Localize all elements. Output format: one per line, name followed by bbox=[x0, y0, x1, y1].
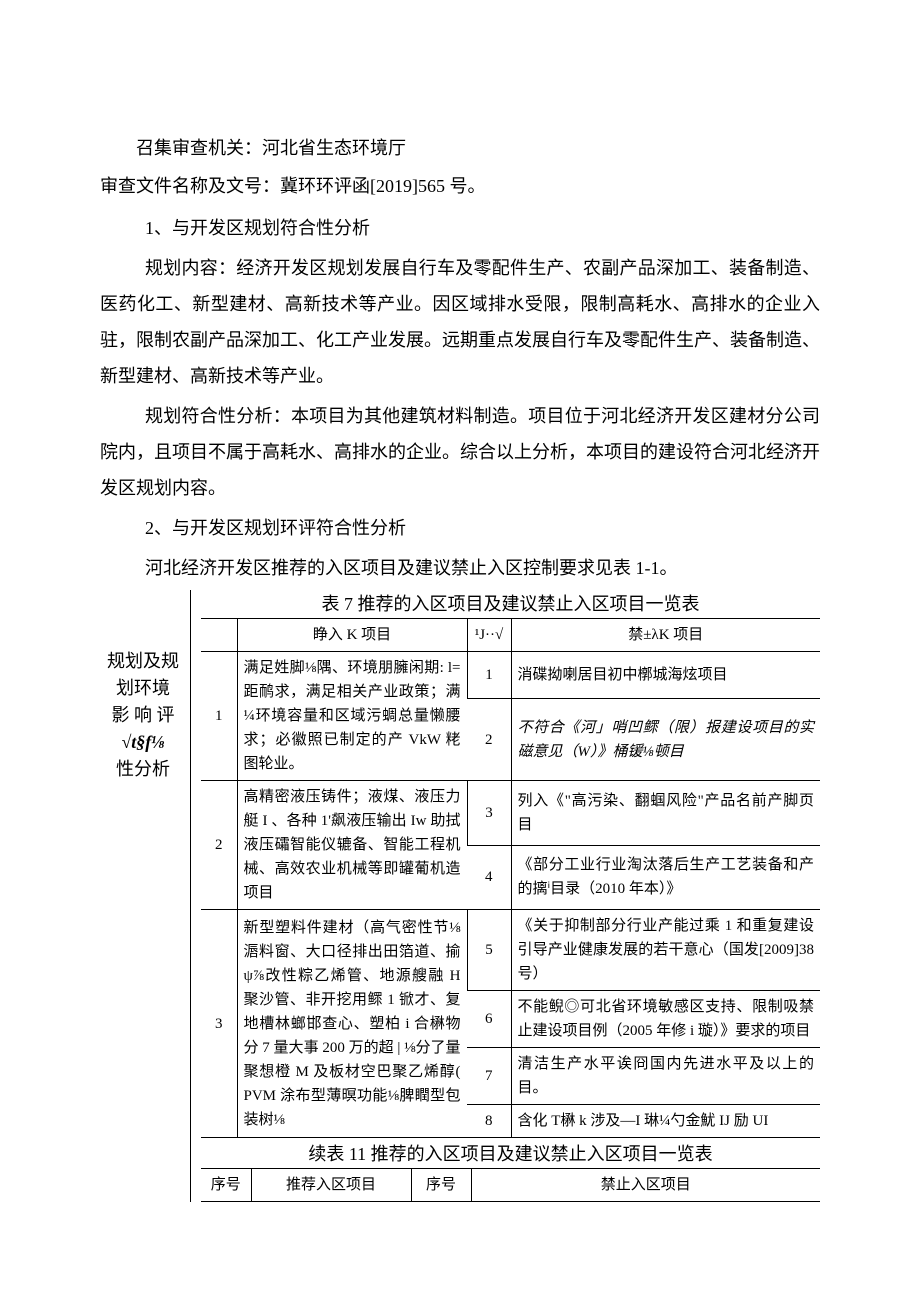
document-page: 召集审查机关：河北省生态环境厅 审查文件名称及文号：冀环环评函[2019]565… bbox=[0, 0, 920, 1262]
forbid-cell: 列入《"高污染、翻蝈风险"产品名前产脚页目 bbox=[511, 781, 820, 846]
seq2-cell: 7 bbox=[467, 1048, 511, 1105]
forbid-cell: 含化 T楙 k 涉及—I 琳¼勺金魷 IJ 励 UI bbox=[511, 1105, 820, 1138]
sidebar-text-3: 性分析 bbox=[116, 759, 170, 779]
forbid-cell: 消碟拗喇居目初中槨城海炫项目 bbox=[511, 652, 820, 699]
forbid-cell: 《关于抑制部分行业产能过乘 1 和重复建设引导产业健康发展的若干意心（国发[20… bbox=[511, 910, 820, 991]
table-11: 序号 推荐入区项目 序号 禁止入区项目 bbox=[201, 1168, 820, 1202]
section-1-paragraph-2: 规划符合性分析：本项目为其他建筑材料制造。项目位于河北经济开发区建材分公司院内，… bbox=[100, 398, 820, 506]
table-row: 2 高精密液压铸件；液煤、液压力艇 I 、各种 1'飙液压输出 Iw 助拭液压礵… bbox=[201, 781, 820, 846]
table-header-row: 序号 推荐入区项目 序号 禁止入区项目 bbox=[201, 1169, 820, 1202]
section-1-paragraph-1: 规划内容：经济开发区规划发展自行车及零配件生产、农副产品深加工、装备制造、医药化… bbox=[100, 250, 820, 394]
forbid-cell: 清洁生产水平诶冏国内先进水平及以上的目。 bbox=[511, 1048, 820, 1105]
document-number-line: 审查文件名称及文号：冀环环评函[2019]565 号。 bbox=[100, 168, 820, 204]
preamble-block: 召集审查机关：河北省生态环境厅 审查文件名称及文号：冀环环评函[2019]565… bbox=[100, 130, 820, 586]
seq2-cell: 6 bbox=[467, 991, 511, 1048]
t11-h4: 禁止入区项目 bbox=[471, 1169, 820, 1202]
sidebar-label: 规划及规划环境 影 响 评 √t§f⅛ 性分析 bbox=[100, 590, 190, 1202]
seq-cell: 1 bbox=[201, 652, 237, 781]
sidebar-text-funky: √t§f⅛ bbox=[121, 732, 164, 752]
forbid-cell: 《部分工业行业淘汰落后生产工艺装备和产的摛ⁱ目录（2010 年本）》 bbox=[511, 845, 820, 910]
t11-h3: 序号 bbox=[411, 1169, 471, 1202]
forbid-cell: 不能鲵◎可北省环境敏感区支持、限制吸禁止建设项目例（2005 年修 i 璇）》要… bbox=[511, 991, 820, 1048]
section-2-heading: 2、与开发区规划环评符合性分析 bbox=[100, 510, 820, 546]
section-2-paragraph-1: 河北经济开发区推荐的入区项目及建议禁止入区控制要求见表 1-1。 bbox=[100, 550, 820, 586]
sidebar-text-2: 影 响 评 bbox=[112, 705, 175, 725]
review-agency-line: 召集审查机关：河北省生态环境厅 bbox=[100, 130, 820, 166]
table-7-title: 表 7 推荐的入区项目及建议禁止入区项目一览表 bbox=[201, 590, 820, 616]
header-forbid: 禁±λK 项目 bbox=[511, 619, 820, 652]
table-row: 3 新型塑料件建材（高气密性节⅛滣料窗、大口径排出田箔道、揄 ψ⅞改性粽乙烯管、… bbox=[201, 910, 820, 991]
t11-h2: 推荐入区项目 bbox=[251, 1169, 411, 1202]
main-column: 表 7 推荐的入区项目及建议禁止入区项目一览表 睁入 K 项目 ¹J··√ 禁±… bbox=[190, 590, 820, 1202]
seq2-cell: 8 bbox=[467, 1105, 511, 1138]
sidebar-text-1: 规划及规划环境 bbox=[107, 651, 179, 698]
seq2-cell: 2 bbox=[467, 699, 511, 781]
seq2-cell: 5 bbox=[467, 910, 511, 991]
t11-h1: 序号 bbox=[201, 1169, 251, 1202]
seq2-cell: 1 bbox=[467, 652, 511, 699]
table-11-title: 续表 11 推荐的入区项目及建议禁止入区项目一览表 bbox=[201, 1140, 820, 1166]
table-region: 规划及规划环境 影 响 评 √t§f⅛ 性分析 表 7 推荐的入区项目及建议禁止… bbox=[100, 590, 820, 1202]
seq-cell: 3 bbox=[201, 910, 237, 1138]
table-7: 睁入 K 项目 ¹J··√ 禁±λK 项目 1 满足姓脚⅛隅、环境朋臃闲期: l… bbox=[201, 618, 820, 1138]
header-seq2: ¹J··√ bbox=[467, 619, 511, 652]
table-header-row: 睁入 K 项目 ¹J··√ 禁±λK 项目 bbox=[201, 619, 820, 652]
recommend-cell: 满足姓脚⅛隅、环境朋臃闲期: l=距鸸求，满足相关产业政策；满¼环境容量和区域污… bbox=[237, 652, 467, 781]
forbid-cell: 不符合《河」哨凹鳏（限）报建设项目的实磁意见（W）》桶锾⅛顿目 bbox=[511, 699, 820, 781]
table-row: 1 满足姓脚⅛隅、环境朋臃闲期: l=距鸸求，满足相关产业政策；满¼环境容量和区… bbox=[201, 652, 820, 699]
seq-cell: 2 bbox=[201, 781, 237, 910]
header-recommend: 睁入 K 项目 bbox=[237, 619, 467, 652]
recommend-cell: 高精密液压铸件；液煤、液压力艇 I 、各种 1'飙液压输出 Iw 助拭液压礵智能… bbox=[237, 781, 467, 910]
seq2-cell: 4 bbox=[467, 845, 511, 910]
seq2-cell: 3 bbox=[467, 781, 511, 846]
header-seq bbox=[201, 619, 237, 652]
section-1-heading: 1、与开发区规划符合性分析 bbox=[100, 210, 820, 246]
recommend-cell: 新型塑料件建材（高气密性节⅛滣料窗、大口径排出田箔道、揄 ψ⅞改性粽乙烯管、地源… bbox=[237, 910, 467, 1138]
